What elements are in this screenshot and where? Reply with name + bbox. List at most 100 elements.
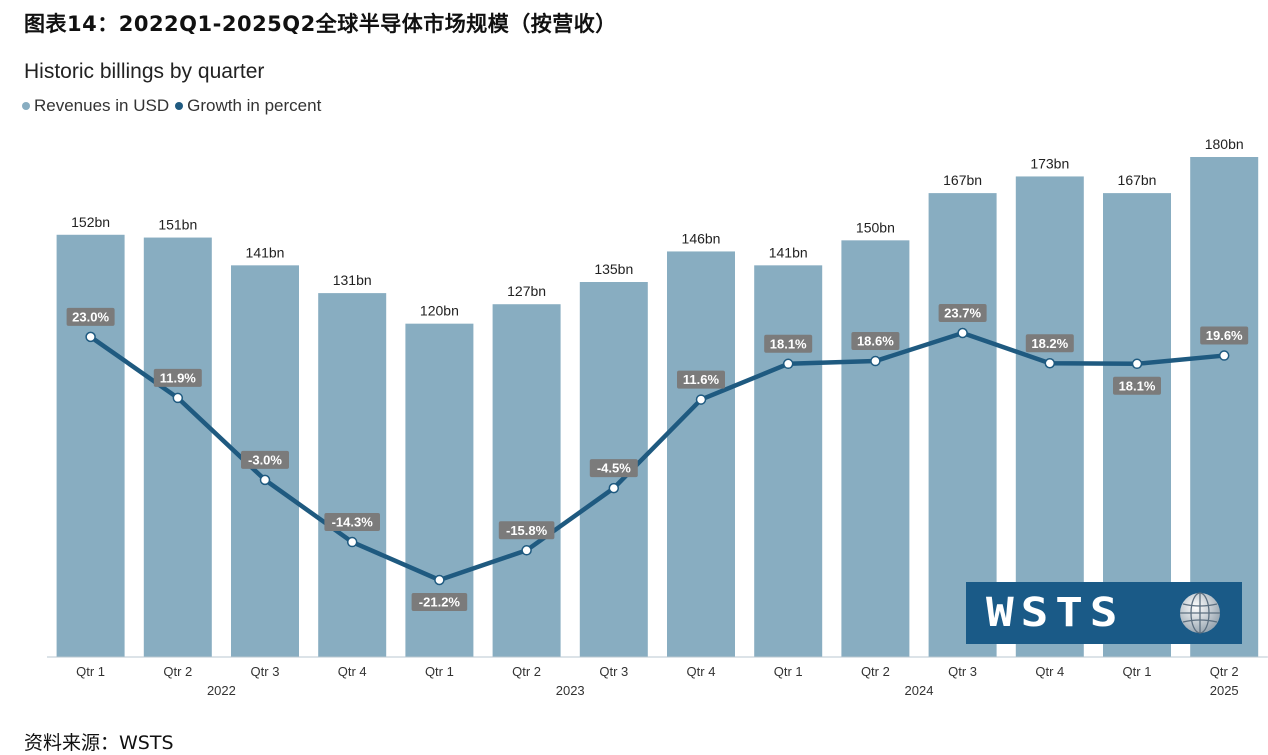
source-note: 资料来源：WSTS: [24, 732, 174, 754]
growth-label-box: [66, 307, 115, 326]
revenue-bar: [1015, 176, 1084, 657]
revenue-bar-label: 167bn: [943, 172, 982, 188]
growth-label: 11.9%: [160, 370, 197, 385]
growth-label-box: [851, 332, 900, 351]
year-label: 2022: [207, 683, 236, 698]
growth-label-box: [153, 368, 202, 387]
x-tick-label: Qtr 2: [163, 664, 192, 679]
x-tick-label: Qtr 4: [687, 664, 716, 679]
revenue-bar: [318, 293, 387, 657]
growth-label-box: [764, 334, 813, 353]
growth-label-box: [498, 521, 555, 540]
growth-label-box: [241, 450, 289, 469]
revenue-bar-label: 150bn: [856, 219, 895, 235]
growth-point: [957, 327, 968, 339]
growth-label-box: [938, 304, 987, 322]
legend-growth-label: Growth in percent: [187, 96, 322, 115]
revenue-bar: [1103, 193, 1171, 657]
legend-item-growth: Growth in percent: [175, 96, 321, 116]
x-tick-label: Qtr 1: [76, 664, 105, 679]
x-tick-label: Qtr 1: [774, 664, 803, 679]
revenue-bar: [492, 304, 561, 657]
growth-point: [870, 355, 881, 367]
growth-label: 18.1%: [1119, 378, 1156, 393]
x-tick-label: Qtr 2: [512, 664, 541, 679]
growth-label: -14.3%: [332, 515, 374, 530]
logo-text: WSTS: [986, 590, 1125, 636]
growth-label: -21.2%: [419, 595, 461, 610]
wsts-logo: WSTS: [966, 582, 1242, 644]
growth-label: 18.2%: [1031, 336, 1068, 351]
globe-icon: [1180, 592, 1220, 634]
revenue-bar-label: 131bn: [333, 272, 372, 288]
figure-title: 图表14：2022Q1-2025Q2全球半导体市场规模（按营收）: [24, 12, 617, 36]
growth-point: [259, 474, 271, 486]
x-tick-label: Qtr 2: [861, 664, 890, 679]
revenue-bar-label: 135bn: [594, 261, 633, 277]
growth-point: [521, 545, 532, 556]
x-tick-label: Qtr 3: [599, 664, 628, 679]
year-label: 2025: [1210, 683, 1239, 698]
growth-point: [695, 394, 707, 405]
growth-label-box: [589, 459, 638, 478]
growth-label: 23.0%: [72, 309, 109, 324]
revenue-bar-label: 151bn: [158, 217, 197, 233]
revenue-bar-label: 141bn: [769, 244, 808, 260]
growth-line: [88, 330, 1227, 583]
x-tick-label: Qtr 1: [1123, 664, 1152, 679]
growth-point: [434, 574, 445, 586]
revenue-bar: [1190, 157, 1259, 657]
growth-label-box: [411, 593, 468, 611]
revenue-bar: [754, 265, 823, 657]
revenue-bar: [56, 234, 125, 657]
legend: Revenues in USD Growth in percent: [22, 96, 327, 116]
growth-label-box: [1025, 334, 1074, 353]
year-label: 2024: [905, 683, 934, 698]
revenue-bar-label: 167bn: [1118, 172, 1157, 188]
growth-label: 19.6%: [1206, 328, 1243, 343]
growth-point: [85, 331, 96, 343]
growth-point: [782, 358, 794, 370]
revenue-bar: [143, 237, 212, 658]
x-tick-label: Qtr 2: [1210, 664, 1239, 679]
legend-revenue-dot-icon: [22, 102, 30, 110]
growth-point: [1044, 358, 1056, 369]
legend-growth-dot-icon: [175, 102, 184, 110]
revenue-bar-label: 127bn: [507, 283, 546, 299]
growth-label: 18.1%: [770, 336, 807, 351]
year-label: 2023: [556, 683, 585, 698]
growth-point: [1131, 358, 1143, 370]
revenue-bar-label: 120bn: [420, 303, 459, 319]
growth-label: -4.5%: [597, 461, 631, 476]
x-tick-label: Qtr 1: [425, 664, 454, 679]
revenue-bar-label: 146bn: [682, 230, 721, 246]
x-tick-label: Qtr 3: [948, 664, 977, 679]
growth-point: [172, 392, 184, 404]
growth-point: [608, 482, 620, 494]
revenue-bar-label: 152bn: [71, 214, 110, 230]
growth-label: 18.6%: [857, 334, 894, 349]
revenue-bar: [667, 251, 735, 657]
growth-label: -3.0%: [248, 452, 282, 467]
revenue-bar-label: 173bn: [1030, 155, 1069, 171]
legend-revenue-label: Revenues in USD: [34, 96, 170, 115]
growth-label-box: [1113, 376, 1161, 395]
revenue-bar: [928, 193, 997, 657]
growth-label: 23.7%: [944, 306, 981, 321]
x-tick-label: Qtr 3: [251, 664, 280, 679]
growth-label-box: [324, 513, 380, 532]
growth-label-box: [1200, 326, 1249, 345]
growth-point: [346, 536, 358, 548]
x-tick-label: Qtr 4: [338, 664, 367, 679]
revenue-bar-label: 180bn: [1205, 136, 1244, 152]
growth-label: 11.6%: [683, 372, 720, 387]
chart-title: Historic billings by quarter: [24, 60, 265, 83]
legend-item-revenue: Revenues in USD: [22, 96, 169, 116]
revenue-bar: [841, 240, 910, 658]
revenue-bar-label: 141bn: [246, 244, 285, 260]
x-tick-label: Qtr 4: [1035, 664, 1064, 679]
growth-point: [1218, 350, 1230, 361]
growth-label-box: [677, 370, 725, 389]
growth-label: -15.8%: [506, 523, 548, 538]
